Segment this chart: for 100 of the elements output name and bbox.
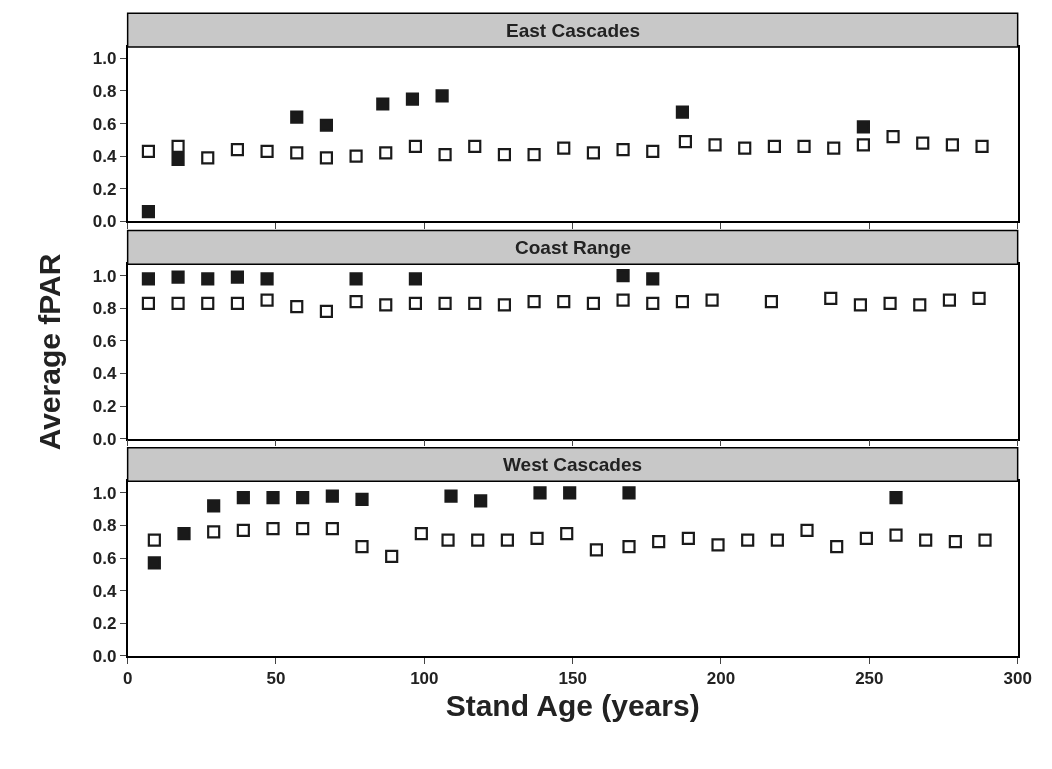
- point: [913, 298, 927, 312]
- point: [824, 291, 838, 305]
- point: [290, 110, 304, 124]
- y-tick-label: 0.2: [92, 614, 117, 634]
- point: [319, 151, 334, 165]
- point: [708, 138, 722, 152]
- point: [557, 295, 571, 309]
- x-tick-label: 300: [1003, 669, 1032, 689]
- point: [945, 138, 959, 152]
- y-tick-label: 0.8: [92, 516, 117, 536]
- point: [290, 146, 304, 160]
- point: [201, 151, 215, 165]
- point: [260, 144, 274, 158]
- point: [681, 531, 695, 546]
- point: [616, 143, 630, 157]
- point: [266, 491, 280, 505]
- point: [978, 533, 992, 547]
- y-tick-label: 0.6: [92, 548, 117, 568]
- y-tick-label: 1.0: [92, 266, 117, 286]
- point: [797, 139, 811, 154]
- point: [468, 296, 482, 310]
- point: [942, 293, 957, 307]
- point: [889, 528, 903, 542]
- point: [622, 540, 636, 554]
- y-tick-label: 0.6: [92, 114, 117, 134]
- point: [171, 152, 185, 167]
- point: [230, 296, 245, 310]
- point: [919, 533, 933, 547]
- point: [349, 272, 363, 286]
- point: [652, 535, 666, 549]
- point: [141, 296, 156, 310]
- point: [408, 272, 423, 286]
- point: [290, 299, 304, 314]
- y-tick-label: 0.2: [92, 397, 117, 416]
- x-tick-label: 250: [855, 669, 884, 689]
- point: [975, 139, 989, 154]
- point: [972, 291, 986, 305]
- point: [883, 296, 897, 310]
- point: [141, 205, 156, 219]
- point: [414, 526, 428, 541]
- point: [325, 489, 339, 503]
- point: [675, 105, 690, 119]
- y-tick-label: 0.4: [92, 364, 118, 384]
- point: [527, 147, 541, 162]
- point: [678, 134, 692, 149]
- point: [853, 298, 868, 312]
- point: [646, 144, 660, 158]
- y-tick-label: 0.4: [92, 147, 118, 167]
- point: [296, 522, 310, 536]
- point: [379, 298, 393, 312]
- point: [435, 89, 449, 103]
- chart-title: Coast Range: [515, 237, 632, 258]
- y-tick-label: 0.8: [92, 81, 117, 101]
- point: [177, 526, 191, 541]
- point: [889, 491, 903, 505]
- point: [886, 130, 900, 144]
- point: [408, 296, 423, 310]
- point: [530, 531, 544, 546]
- point: [147, 556, 161, 570]
- point: [705, 293, 719, 307]
- point: [171, 270, 185, 284]
- point: [141, 272, 156, 286]
- point: [711, 538, 725, 552]
- x-tick-label: 50: [266, 669, 286, 689]
- point: [527, 295, 541, 309]
- point: [408, 139, 423, 154]
- point: [379, 146, 393, 160]
- y-tick-label: 0.0: [92, 646, 117, 666]
- x-tick-label: 150: [558, 669, 587, 689]
- point: [916, 136, 930, 150]
- point: [474, 494, 488, 508]
- chart-title: West Cascades: [503, 454, 643, 475]
- point: [468, 139, 482, 154]
- point: [385, 549, 399, 563]
- point: [646, 272, 660, 286]
- point: [586, 146, 601, 160]
- y-tick-label: 0.6: [92, 331, 117, 351]
- x-axis-title: Stand Age (years): [445, 689, 700, 723]
- point: [830, 540, 844, 554]
- point: [260, 272, 274, 286]
- point: [586, 296, 601, 310]
- x-tick-label: 0: [122, 669, 133, 689]
- point: [319, 118, 334, 132]
- point: [622, 486, 636, 500]
- x-tick-label: 200: [706, 669, 736, 689]
- point: [236, 523, 250, 537]
- y-tick-label: 0.8: [92, 299, 117, 319]
- point: [675, 295, 690, 309]
- chart-title: East Cascades: [506, 20, 641, 41]
- y-tick-label: 1.0: [92, 483, 117, 503]
- point: [296, 491, 310, 505]
- point: [236, 491, 250, 505]
- point: [207, 499, 221, 513]
- point: [355, 492, 369, 506]
- point: [230, 143, 245, 157]
- point: [563, 486, 577, 500]
- point: [948, 535, 962, 549]
- point: [438, 296, 452, 310]
- x-tick-label: 100: [410, 669, 439, 689]
- y-tick-label: 0.0: [92, 429, 117, 449]
